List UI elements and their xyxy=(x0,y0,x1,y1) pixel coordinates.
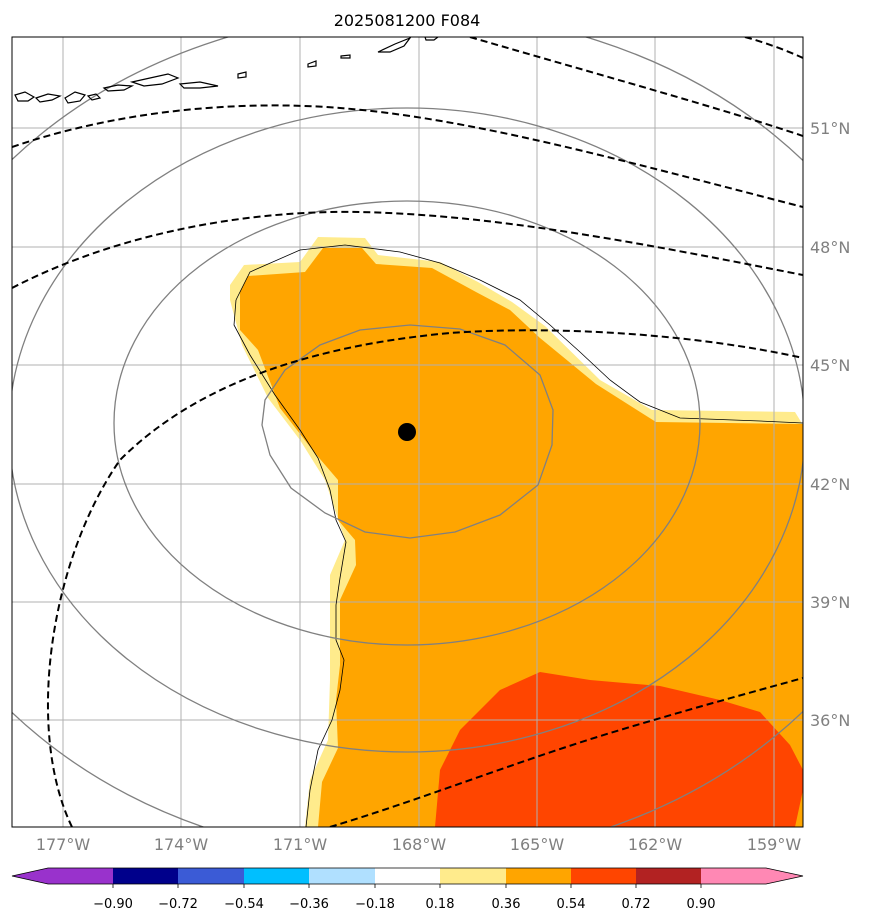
colorbar-tick-label: −0.18 xyxy=(355,897,395,912)
colorbar-tick-label: −0.72 xyxy=(158,897,198,912)
lon-label: 174°W xyxy=(154,835,209,854)
gray-contour-1 xyxy=(261,324,554,539)
dashed-contour-6 xyxy=(744,37,803,59)
dashed-contour-5 xyxy=(469,37,803,137)
dashed-contour-1 xyxy=(12,104,803,208)
lon-label: 168°W xyxy=(392,835,447,854)
colorbar-bin xyxy=(48,868,113,884)
colorbar-extend-right xyxy=(701,868,803,884)
latitude-labels: 51°N 48°N 45°N 42°N 39°N 36°N xyxy=(810,119,850,730)
lat-label: 42°N xyxy=(810,475,850,494)
field-red-orange xyxy=(435,672,803,827)
colorbar-bin xyxy=(113,868,178,884)
lon-label: 171°W xyxy=(273,835,328,854)
coastlines xyxy=(14,37,439,104)
map-frame xyxy=(11,36,804,828)
island-11 xyxy=(377,37,412,53)
island-3 xyxy=(64,91,87,104)
colorbar-tick-label: 0.90 xyxy=(687,897,716,912)
dashed-contour-2 xyxy=(12,210,803,289)
lon-label: 162°W xyxy=(628,835,683,854)
zero-contour xyxy=(233,244,803,827)
colorbar-tick-label: −0.54 xyxy=(224,897,264,912)
colorbar-tick-label: 0.36 xyxy=(492,897,521,912)
lat-label: 51°N xyxy=(810,119,850,138)
colorbar-bin xyxy=(636,868,701,884)
gray-contour-2 xyxy=(113,200,701,646)
island-4 xyxy=(86,93,102,101)
field-orange xyxy=(240,248,803,827)
island-6 xyxy=(129,73,180,87)
island-2 xyxy=(34,93,62,103)
colorbar-bin xyxy=(440,868,506,884)
colorbar-tick-label: 0.18 xyxy=(426,897,455,912)
island-9 xyxy=(307,60,317,68)
longitude-labels: 177°W 174°W 171°W 168°W 165°W 162°W 159°… xyxy=(36,835,802,854)
colorbar-ticks xyxy=(112,884,702,888)
colorbar-bin xyxy=(244,868,309,884)
colorbar-tick-label: 0.54 xyxy=(557,897,586,912)
lon-label: 165°W xyxy=(510,835,565,854)
colorbar-bin xyxy=(309,868,375,884)
lat-label: 45°N xyxy=(810,356,850,375)
island-12 xyxy=(424,37,439,41)
colorbar-bin xyxy=(178,868,244,884)
colorbar-bin xyxy=(571,868,636,884)
gray-contour-3 xyxy=(12,107,803,753)
colorbar-tick-label: −0.36 xyxy=(289,897,329,912)
island-7 xyxy=(178,81,219,89)
dashed-contour-3 xyxy=(47,329,803,827)
lon-label: 177°W xyxy=(36,835,91,854)
colorbar-outline xyxy=(11,867,804,885)
lon-label: 159°W xyxy=(747,835,802,854)
dashed-contours xyxy=(12,37,803,827)
colorbar-bin xyxy=(506,868,571,884)
colorbar-tick-label: 0.72 xyxy=(622,897,651,912)
map-title: 2025081200 F084 xyxy=(334,11,481,30)
lat-label: 39°N xyxy=(810,593,850,612)
island-10 xyxy=(340,54,351,59)
storm-center-marker xyxy=(398,423,416,441)
colorbar-extend-left xyxy=(12,868,48,884)
colorbar-tick-label: −0.90 xyxy=(93,897,133,912)
island-8 xyxy=(237,71,247,79)
island-1 xyxy=(14,91,36,102)
lat-label: 48°N xyxy=(810,238,850,257)
colorbar-bin xyxy=(375,868,440,884)
island-5 xyxy=(102,84,135,92)
gridlines xyxy=(12,37,803,827)
lat-label: 36°N xyxy=(810,711,850,730)
dashed-contour-4 xyxy=(329,677,803,827)
colorbar: −0.90 −0.72 −0.54 −0.36 −0.18 0.18 0.36 … xyxy=(11,867,804,912)
